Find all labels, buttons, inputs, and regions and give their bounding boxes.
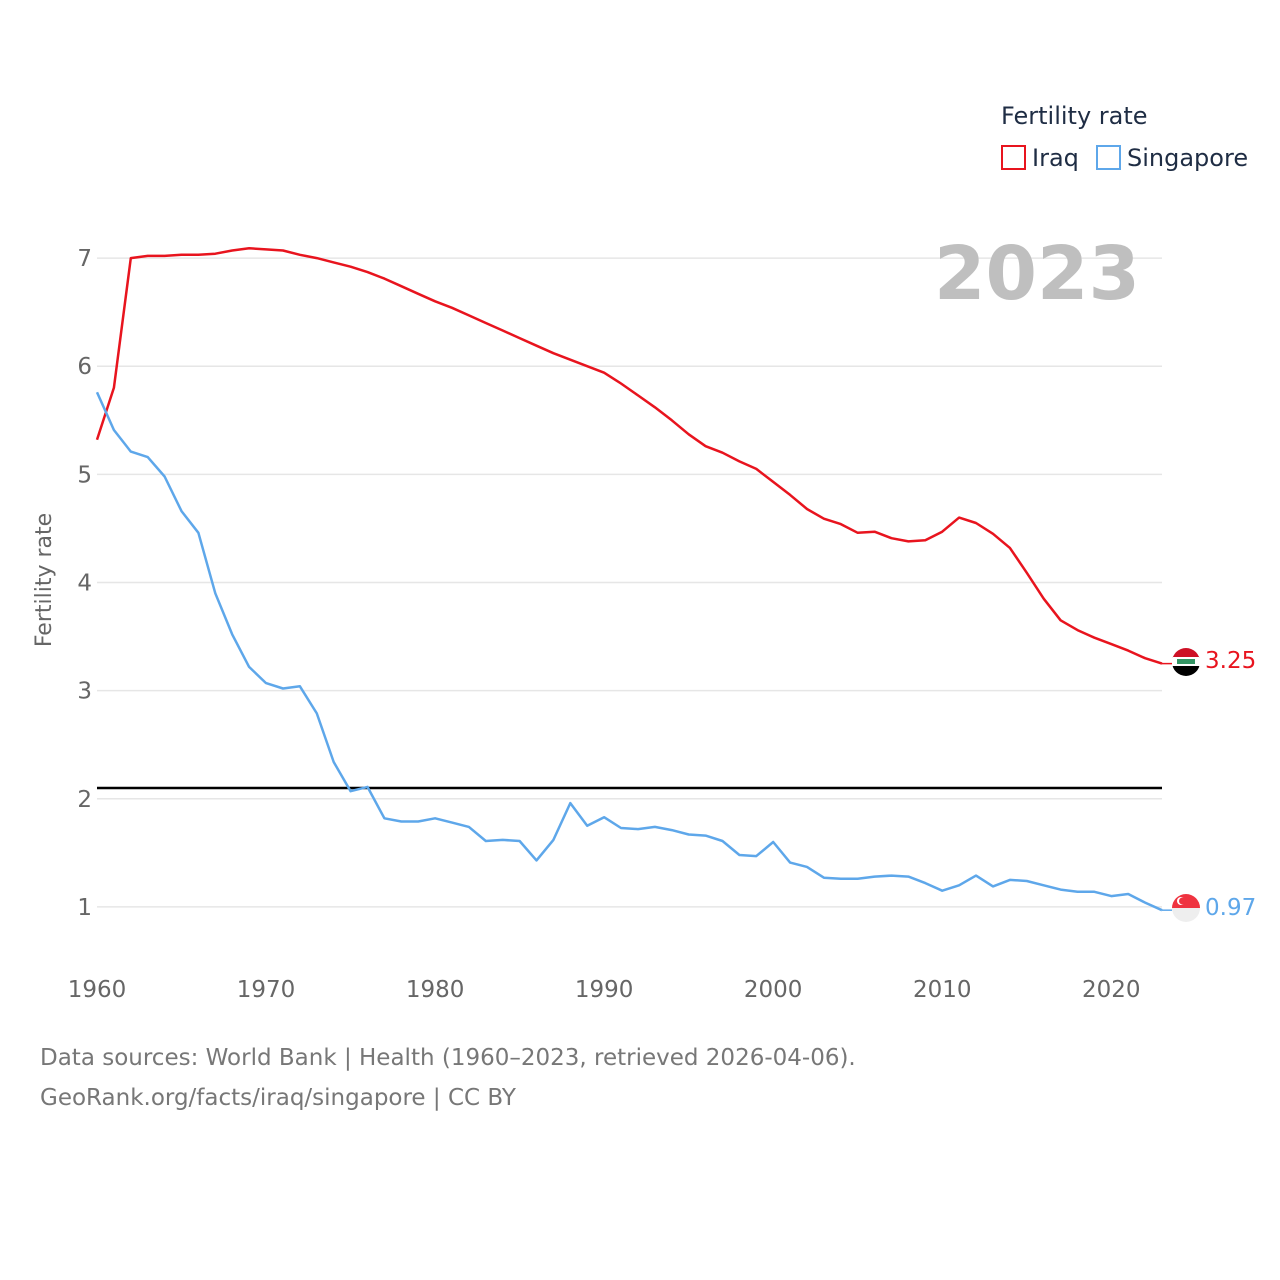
- x-tick-label: 2020: [1082, 977, 1141, 1003]
- y-tick-label: 1: [77, 895, 92, 921]
- legend: Fertility rate Iraq Singapore: [1001, 102, 1248, 172]
- y-tick-label: 7: [77, 246, 92, 272]
- y-tick-label: 2: [77, 787, 92, 813]
- y-tick-label: 6: [77, 354, 92, 380]
- y-axis-ticks: 1 2 3 4 5 6 7: [77, 246, 92, 921]
- x-axis-ticks: 1960 1970 1980 1990 2000 2010 2020: [68, 977, 1141, 1003]
- end-value-label-singapore: 0.97: [1205, 895, 1256, 921]
- legend-label-iraq: Iraq: [1032, 144, 1079, 172]
- y-axis-title: Fertility rate: [32, 513, 57, 647]
- x-tick-label: 1980: [406, 977, 465, 1003]
- x-tick-label: 1960: [68, 977, 127, 1003]
- series-line-singapore: [95, 391, 1163, 912]
- x-tick-label: 1990: [575, 977, 634, 1003]
- legend-swatch-singapore: [1096, 145, 1121, 170]
- x-tick-label: 2000: [744, 977, 803, 1003]
- legend-title: Fertility rate: [1001, 102, 1148, 130]
- y-tick-label: 3: [77, 679, 92, 705]
- year-label: 2023: [934, 231, 1140, 317]
- series-line-iraq: [95, 247, 1163, 665]
- y-tick-label: 4: [77, 571, 92, 597]
- singapore-flag-icon: [1172, 894, 1200, 922]
- series-lines: [95, 247, 1172, 912]
- x-tick-label: 2010: [913, 977, 972, 1003]
- end-value-label-iraq: 3.25: [1205, 648, 1256, 674]
- footer-sources: Data sources: World Bank | Health (1960–…: [40, 1045, 856, 1071]
- legend-label-singapore: Singapore: [1127, 144, 1248, 172]
- x-tick-label: 1970: [237, 977, 296, 1003]
- iraq-flag-icon: [1172, 648, 1200, 676]
- gridlines: [97, 257, 1162, 908]
- y-tick-label: 5: [77, 462, 92, 488]
- legend-swatch-iraq: [1001, 145, 1026, 170]
- footer-attribution[interactable]: GeoRank.org/facts/iraq/singapore | CC BY: [40, 1085, 516, 1111]
